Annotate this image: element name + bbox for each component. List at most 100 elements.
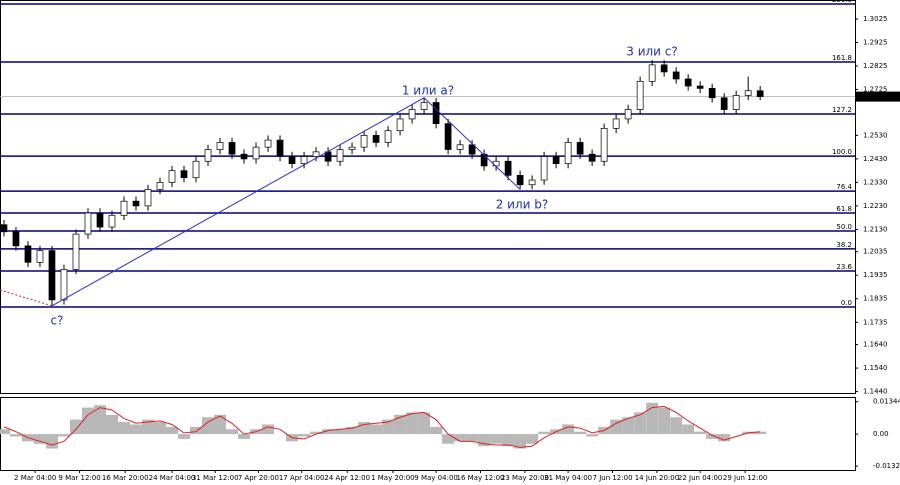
candle-body xyxy=(204,149,212,162)
x-tick-label: 7 Jun 12:00 xyxy=(593,474,633,482)
candle-body xyxy=(708,88,716,99)
candle-body xyxy=(156,182,164,190)
y-tick-label: 1.1640 xyxy=(863,341,888,349)
y-tick-label: 1.2430 xyxy=(863,155,888,163)
histogram-bar xyxy=(610,419,623,435)
y-tick-label: 1.2230 xyxy=(863,202,888,210)
x-tick-label: 2 Mar 04:00 xyxy=(14,474,56,482)
x-tick-label: 16 May 12:00 xyxy=(456,474,504,482)
candle-body xyxy=(732,95,740,110)
candle-body xyxy=(120,200,128,216)
histogram-bar xyxy=(202,417,215,435)
histogram-bar xyxy=(502,434,515,447)
histogram-bar xyxy=(394,414,407,435)
histogram-bar xyxy=(0,429,10,435)
histogram-bar xyxy=(526,434,539,444)
y-tick-label: 1.1440 xyxy=(863,388,888,396)
level-label: 23.6 xyxy=(836,263,852,271)
candle-body xyxy=(36,250,44,263)
candle-body xyxy=(96,212,104,228)
x-tick-label: 24 Mar 04:00 xyxy=(149,474,196,482)
candle-body xyxy=(396,118,404,132)
candle-body xyxy=(132,200,140,207)
x-tick-label: 16 Mar 20:00 xyxy=(102,474,149,482)
y-tick-label: 1.2035 xyxy=(863,248,888,256)
candle-body xyxy=(276,139,284,157)
x-tick-label: 1 May 20:00 xyxy=(371,474,415,482)
histogram-bar xyxy=(178,434,191,439)
candle-body xyxy=(492,160,500,167)
candle-body xyxy=(360,135,368,148)
histogram-bar xyxy=(346,426,359,435)
histogram-bar xyxy=(682,424,695,435)
histogram-bar xyxy=(634,412,647,435)
y-tick-label: 1.1935 xyxy=(863,271,888,279)
level-label: 161.8 xyxy=(832,54,852,62)
candle-body xyxy=(108,214,116,228)
x-tick-label: 14 Jun 20:00 xyxy=(635,474,679,482)
x-tick-label: 24 Apr 12:00 xyxy=(324,474,370,482)
level-label: 61.8 xyxy=(836,205,852,213)
y-tick-label: 1.1735 xyxy=(863,318,888,326)
candle-body xyxy=(588,153,596,162)
histogram-bar xyxy=(430,426,443,435)
histogram-bar xyxy=(310,431,323,435)
candle-body xyxy=(300,156,308,164)
candle-body xyxy=(684,78,692,87)
wave-annotation: 2 или b? xyxy=(496,198,549,212)
candle-body xyxy=(636,80,644,110)
histogram-bar xyxy=(706,434,719,439)
price-label: 1.2695 xyxy=(863,93,888,101)
level-label: 50.0 xyxy=(836,223,852,231)
candle-body xyxy=(336,149,344,162)
histogram-bar xyxy=(81,407,94,435)
signal-line xyxy=(3,405,761,448)
x-tick-label: 9 Mar 12:00 xyxy=(58,474,100,482)
histogram-bar xyxy=(442,434,455,444)
candle-body xyxy=(60,269,68,301)
candle-body xyxy=(432,102,440,124)
histogram-bar xyxy=(562,424,575,435)
histogram-bar xyxy=(45,434,58,449)
y-tick-label: 1.2825 xyxy=(863,62,888,70)
candle-body xyxy=(372,135,380,143)
histogram-bar xyxy=(238,434,251,439)
candle-body xyxy=(348,146,356,150)
wave-annotation: 3 или c? xyxy=(626,45,678,59)
level-label: 0.0 xyxy=(841,299,852,307)
histogram-bar xyxy=(214,414,227,435)
x-tick-label: 29 Jun 12:00 xyxy=(723,474,767,482)
histogram-bar xyxy=(670,417,683,435)
histogram-bar xyxy=(129,424,142,435)
histogram-bar xyxy=(262,424,275,435)
histogram-bar xyxy=(226,429,239,435)
trend-line xyxy=(0,289,53,307)
histogram-bar xyxy=(117,422,130,435)
histogram-bar xyxy=(93,405,106,435)
candle-body xyxy=(12,231,20,247)
y-tick-label: 1.2925 xyxy=(863,39,888,47)
price-label-box xyxy=(856,91,900,102)
level-label: 76.4 xyxy=(836,183,852,191)
y-tick-label: 1.2330 xyxy=(863,178,888,186)
candle-body xyxy=(180,170,188,179)
histogram-bar xyxy=(33,434,46,444)
candle-body xyxy=(24,245,32,263)
candle-body xyxy=(168,170,176,183)
candle-body xyxy=(252,146,260,160)
candle-body xyxy=(624,109,632,120)
histogram-bar xyxy=(658,407,671,435)
candle-body xyxy=(72,233,80,270)
histogram-bar xyxy=(370,424,383,435)
candle-body xyxy=(756,90,764,97)
candle-body xyxy=(192,160,200,179)
y-tick-label: -0.01329 xyxy=(873,462,900,470)
candle-body xyxy=(600,127,608,162)
level-label: 38.2 xyxy=(836,241,852,249)
level-label: 200.0 xyxy=(832,0,852,4)
candle-body xyxy=(84,212,92,235)
histogram-bar xyxy=(190,426,203,435)
candle-body xyxy=(420,102,428,110)
histogram-bar xyxy=(142,419,155,435)
histogram-bar xyxy=(754,431,767,435)
